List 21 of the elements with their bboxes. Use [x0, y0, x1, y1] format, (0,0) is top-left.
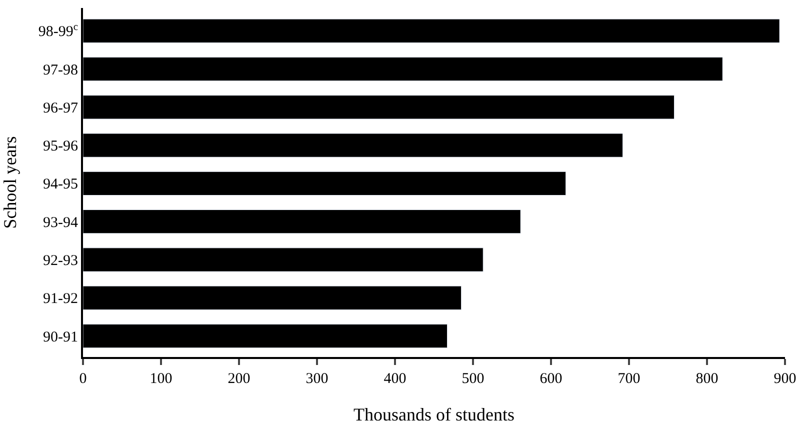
x-tick-label: 200	[228, 371, 250, 387]
y-tick-label: 97-98	[43, 62, 78, 78]
y-tick-label: 98-99$^{c}$	[38, 22, 78, 40]
x-tick-label: 0	[79, 371, 87, 387]
y-tick-label: 94-95	[43, 176, 78, 193]
y-tick-label: 91-92	[43, 291, 78, 308]
y-tick-label: 95-96	[43, 138, 78, 155]
y-tick-label: 93-94	[43, 214, 78, 231]
x-tick-label: 100	[150, 371, 172, 387]
x-tick-label: 500	[462, 371, 484, 387]
x-tick-label: 800	[696, 371, 718, 387]
x-tick-label: 400	[384, 371, 406, 387]
x-tick-label: 600	[540, 371, 562, 387]
x-axis-title: Thousands of students	[354, 404, 514, 425]
x-tick-label: 700	[618, 371, 640, 387]
y-tick-label: 90-91	[43, 329, 78, 346]
x-tick-label: 900	[774, 371, 796, 387]
x-tick-label: 300	[306, 371, 328, 387]
y-tick-label: 96-97	[43, 100, 78, 116]
y-tick-label: 92-93	[43, 252, 78, 269]
y-axis-title: School years	[0, 136, 20, 229]
